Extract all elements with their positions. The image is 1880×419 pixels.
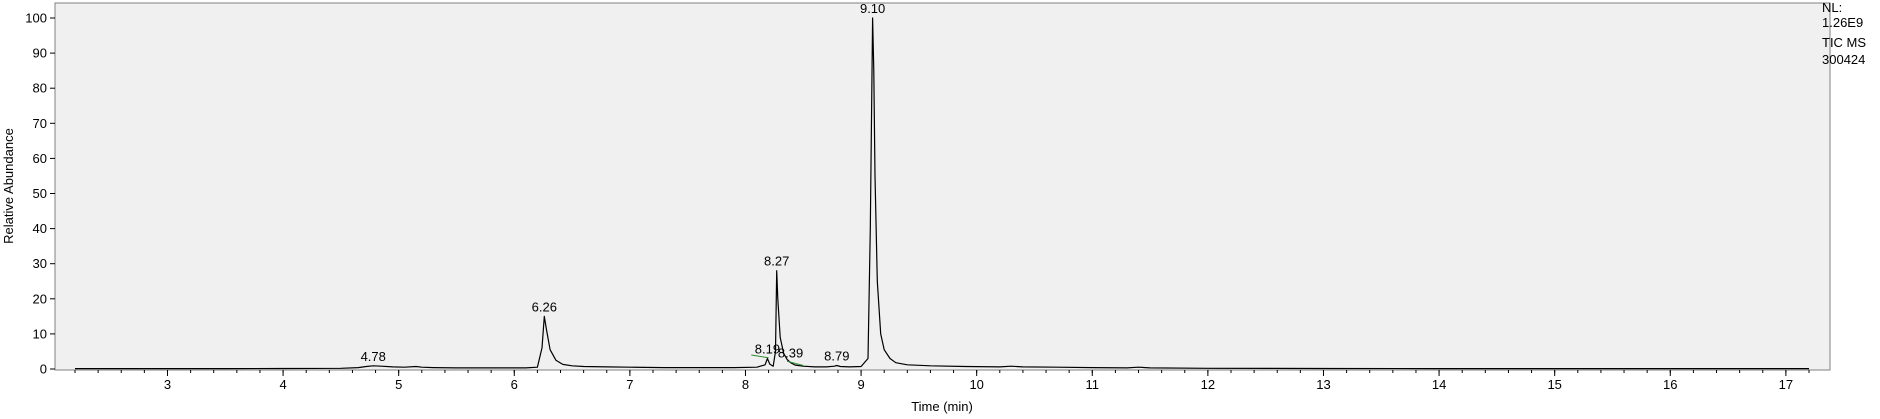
peak-label: 6.26 — [532, 299, 557, 314]
peak-label: 8.19 — [755, 341, 780, 356]
sample-name: 300424 — [1822, 52, 1866, 67]
y-tick-label: 60 — [33, 151, 47, 166]
integration-marks — [751, 354, 804, 366]
axes: 0 10 20 30 40 50 60 70 80 90 100 3 4 5 6 7 8 9 10 11 12 13 14 1… — [25, 11, 1810, 392]
x-tick-label: 7 — [626, 377, 633, 392]
integration-baseline — [751, 354, 769, 359]
x-tick-label: 6 — [511, 377, 518, 392]
x-tick-label: 12 — [1201, 377, 1215, 392]
peak-label: 8.79 — [824, 348, 849, 363]
y-axis-title: Relative Abundance — [1, 128, 16, 244]
peak-labels: 4.78 6.26 8.19 8.27 8.39 8.79 9.10 — [361, 1, 886, 364]
peak-label: 8.39 — [778, 346, 803, 361]
series-layer — [75, 17, 1809, 370]
y-tick-label: 100 — [25, 11, 47, 26]
y-tick-label: 20 — [33, 291, 47, 306]
nl-label: NL: — [1822, 0, 1843, 15]
x-tick-label: 4 — [279, 377, 286, 392]
x-tick-label: 5 — [395, 377, 402, 392]
y-tick-label: 90 — [33, 46, 47, 61]
plot-area — [54, 2, 1831, 371]
peak-label: 9.10 — [860, 1, 885, 16]
x-tick-label: 17 — [1779, 377, 1793, 392]
y-tick-label: 40 — [33, 221, 47, 236]
y-tick-label: 30 — [33, 256, 47, 271]
x-tick-label: 13 — [1316, 377, 1330, 392]
peak-label: 8.27 — [764, 254, 789, 269]
nl-value: 1.26E9 — [1822, 15, 1864, 30]
y-tick-label: 0 — [40, 362, 47, 377]
x-tick-label: 9 — [857, 377, 864, 392]
x-tick-label: 10 — [969, 377, 983, 392]
x-tick-label: 15 — [1547, 377, 1561, 392]
x-tick-label: 8 — [742, 377, 749, 392]
x-tick-label: 14 — [1432, 377, 1446, 392]
y-tick-label: 80 — [33, 81, 47, 96]
y-tick-label: 10 — [33, 326, 47, 341]
chromatogram-trace — [75, 17, 1809, 370]
scan-filter: TIC MS — [1822, 35, 1867, 50]
peak-label: 4.78 — [361, 349, 386, 364]
x-axis-title: Time (min) — [911, 399, 973, 414]
y-tick-label: 70 — [33, 116, 47, 131]
integration-baseline — [786, 360, 804, 366]
y-tick-label: 50 — [33, 186, 47, 201]
x-tick-label: 3 — [164, 377, 171, 392]
x-tick-label: 11 — [1086, 377, 1100, 392]
x-tick-label: 16 — [1663, 377, 1677, 392]
